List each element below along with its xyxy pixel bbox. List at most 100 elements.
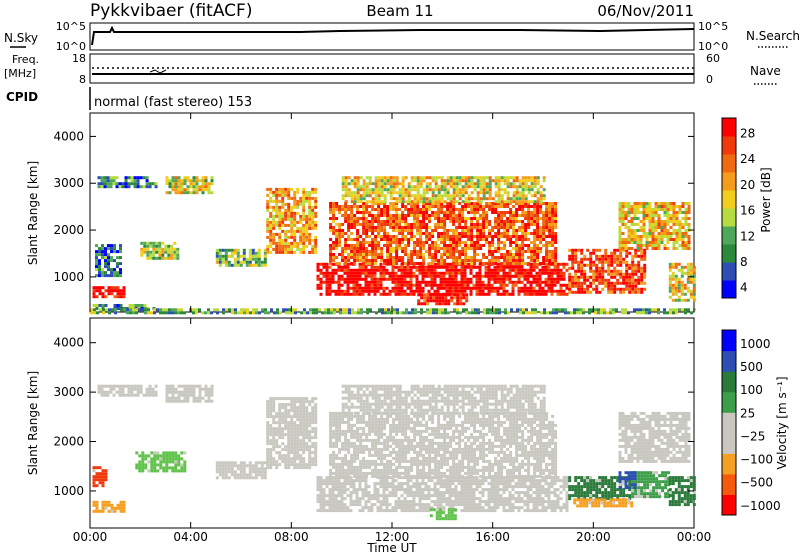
velocity-cell: [299, 448, 303, 452]
power-cell: [517, 286, 521, 290]
power-cell: [589, 269, 593, 273]
velocity-cell: [314, 415, 318, 419]
power-cell: [368, 241, 372, 244]
velocity-cell: [98, 466, 102, 470]
velocity-cell: [299, 397, 303, 401]
power-cell: [520, 280, 524, 284]
power-cell: [100, 185, 104, 189]
power-cell: [440, 208, 444, 211]
power-cell: [305, 226, 309, 230]
power-cell: [470, 205, 474, 208]
velocity-cell: [174, 451, 178, 455]
power-cell: [293, 199, 297, 203]
power-cell: [165, 179, 169, 183]
power-cell: [595, 272, 599, 276]
power-cell: [177, 308, 180, 312]
velocity-cell: [245, 473, 249, 477]
power-cell: [607, 260, 611, 264]
power-cell: [334, 268, 338, 272]
power-cell: [90, 308, 93, 312]
velocity-cell: [287, 397, 291, 401]
power-cell: [272, 205, 276, 209]
power-cell: [358, 268, 362, 272]
velocity-cell: [153, 466, 157, 470]
velocity-cell: [299, 409, 303, 413]
power-cell: [121, 182, 125, 186]
power-cell: [192, 176, 196, 180]
power-cell: [554, 232, 558, 235]
power-cell: [382, 268, 386, 272]
power-cell: [565, 286, 569, 290]
power-cell: [446, 182, 450, 186]
power-cell: [496, 286, 500, 290]
power-cell: [287, 196, 291, 200]
velocity-cell: [139, 384, 143, 388]
power-cell: [488, 220, 492, 223]
power-cell: [397, 280, 401, 284]
power-cell: [403, 292, 407, 296]
power-cell: [628, 290, 632, 294]
power-cell: [455, 179, 459, 183]
velocity-cell: [272, 442, 276, 446]
power-cell: [542, 176, 546, 180]
power-cell: [454, 265, 458, 269]
power-cell: [542, 259, 546, 262]
power-cell: [482, 197, 486, 201]
power-cell: [174, 308, 177, 312]
power-cell: [636, 235, 640, 238]
power-cell: [470, 229, 474, 232]
power-cell: [536, 235, 540, 238]
power-cell: [497, 241, 501, 244]
power-cell: [458, 259, 462, 262]
power-cell: [143, 244, 147, 248]
power-cell: [350, 253, 354, 256]
power-cell: [423, 299, 427, 303]
velocity-cell: [299, 466, 303, 470]
velocity-cell: [272, 448, 276, 452]
power-cell: [461, 205, 465, 208]
power-cell: [171, 176, 175, 180]
power-cell: [458, 211, 462, 214]
power-cell: [423, 296, 427, 300]
power-cell: [353, 185, 357, 189]
power-cell: [459, 293, 463, 297]
power-cell: [539, 185, 543, 189]
power-cell: [631, 290, 635, 294]
velocity-cell: [305, 445, 309, 449]
power-cell: [161, 247, 165, 251]
power-cell: [625, 284, 629, 288]
power-cell: [408, 311, 411, 315]
power-cell: [364, 265, 368, 269]
power-cell: [374, 208, 378, 211]
velocity-cell: [260, 461, 264, 465]
power-cell: [668, 265, 672, 269]
velocity-cell: [133, 384, 137, 388]
power-cell: [657, 244, 661, 247]
power-cell: [669, 208, 673, 211]
power-cell: [356, 200, 360, 204]
power-cell: [610, 272, 614, 276]
power-cell: [527, 223, 531, 226]
power-cell: [455, 244, 459, 247]
velocity-cell: [162, 454, 166, 458]
power-cell: [215, 248, 219, 252]
power-cell: [541, 280, 545, 284]
velocity-cell: [148, 384, 152, 388]
power-cell: [332, 244, 336, 247]
power-cell: [446, 214, 450, 217]
power-cell: [416, 232, 420, 235]
power-cell: [446, 205, 450, 208]
velocity-cell: [287, 430, 291, 434]
power-cell: [357, 308, 360, 312]
power-cell: [344, 259, 348, 262]
power-cell: [482, 226, 486, 229]
power-cell: [551, 262, 555, 265]
power-cell: [622, 287, 626, 291]
power-cell: [389, 202, 393, 205]
power-cell: [422, 176, 426, 180]
power-cell: [395, 182, 399, 186]
power-cell: [624, 226, 628, 229]
power-cell: [341, 214, 345, 217]
power-cell: [314, 223, 318, 227]
noise-trace: [91, 25, 695, 46]
